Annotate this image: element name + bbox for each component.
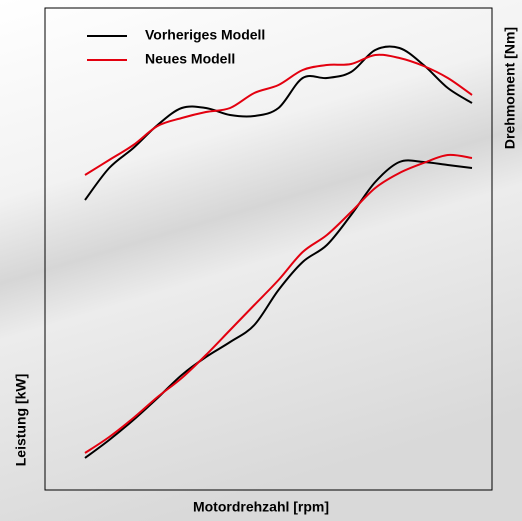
- y-axis-label: Leistung [kW]: [13, 374, 29, 467]
- x-axis-label: Motordrehzahl [rpm]: [193, 499, 329, 515]
- legend-label: Neues Modell: [145, 51, 235, 67]
- chart: Motordrehzahl [rpm] Leistung [kW] Drehmo…: [0, 0, 522, 521]
- background: [0, 0, 522, 521]
- legend-label: Vorheriges Modell: [145, 27, 265, 43]
- y2-axis-label: Drehmoment [Nm]: [502, 27, 518, 149]
